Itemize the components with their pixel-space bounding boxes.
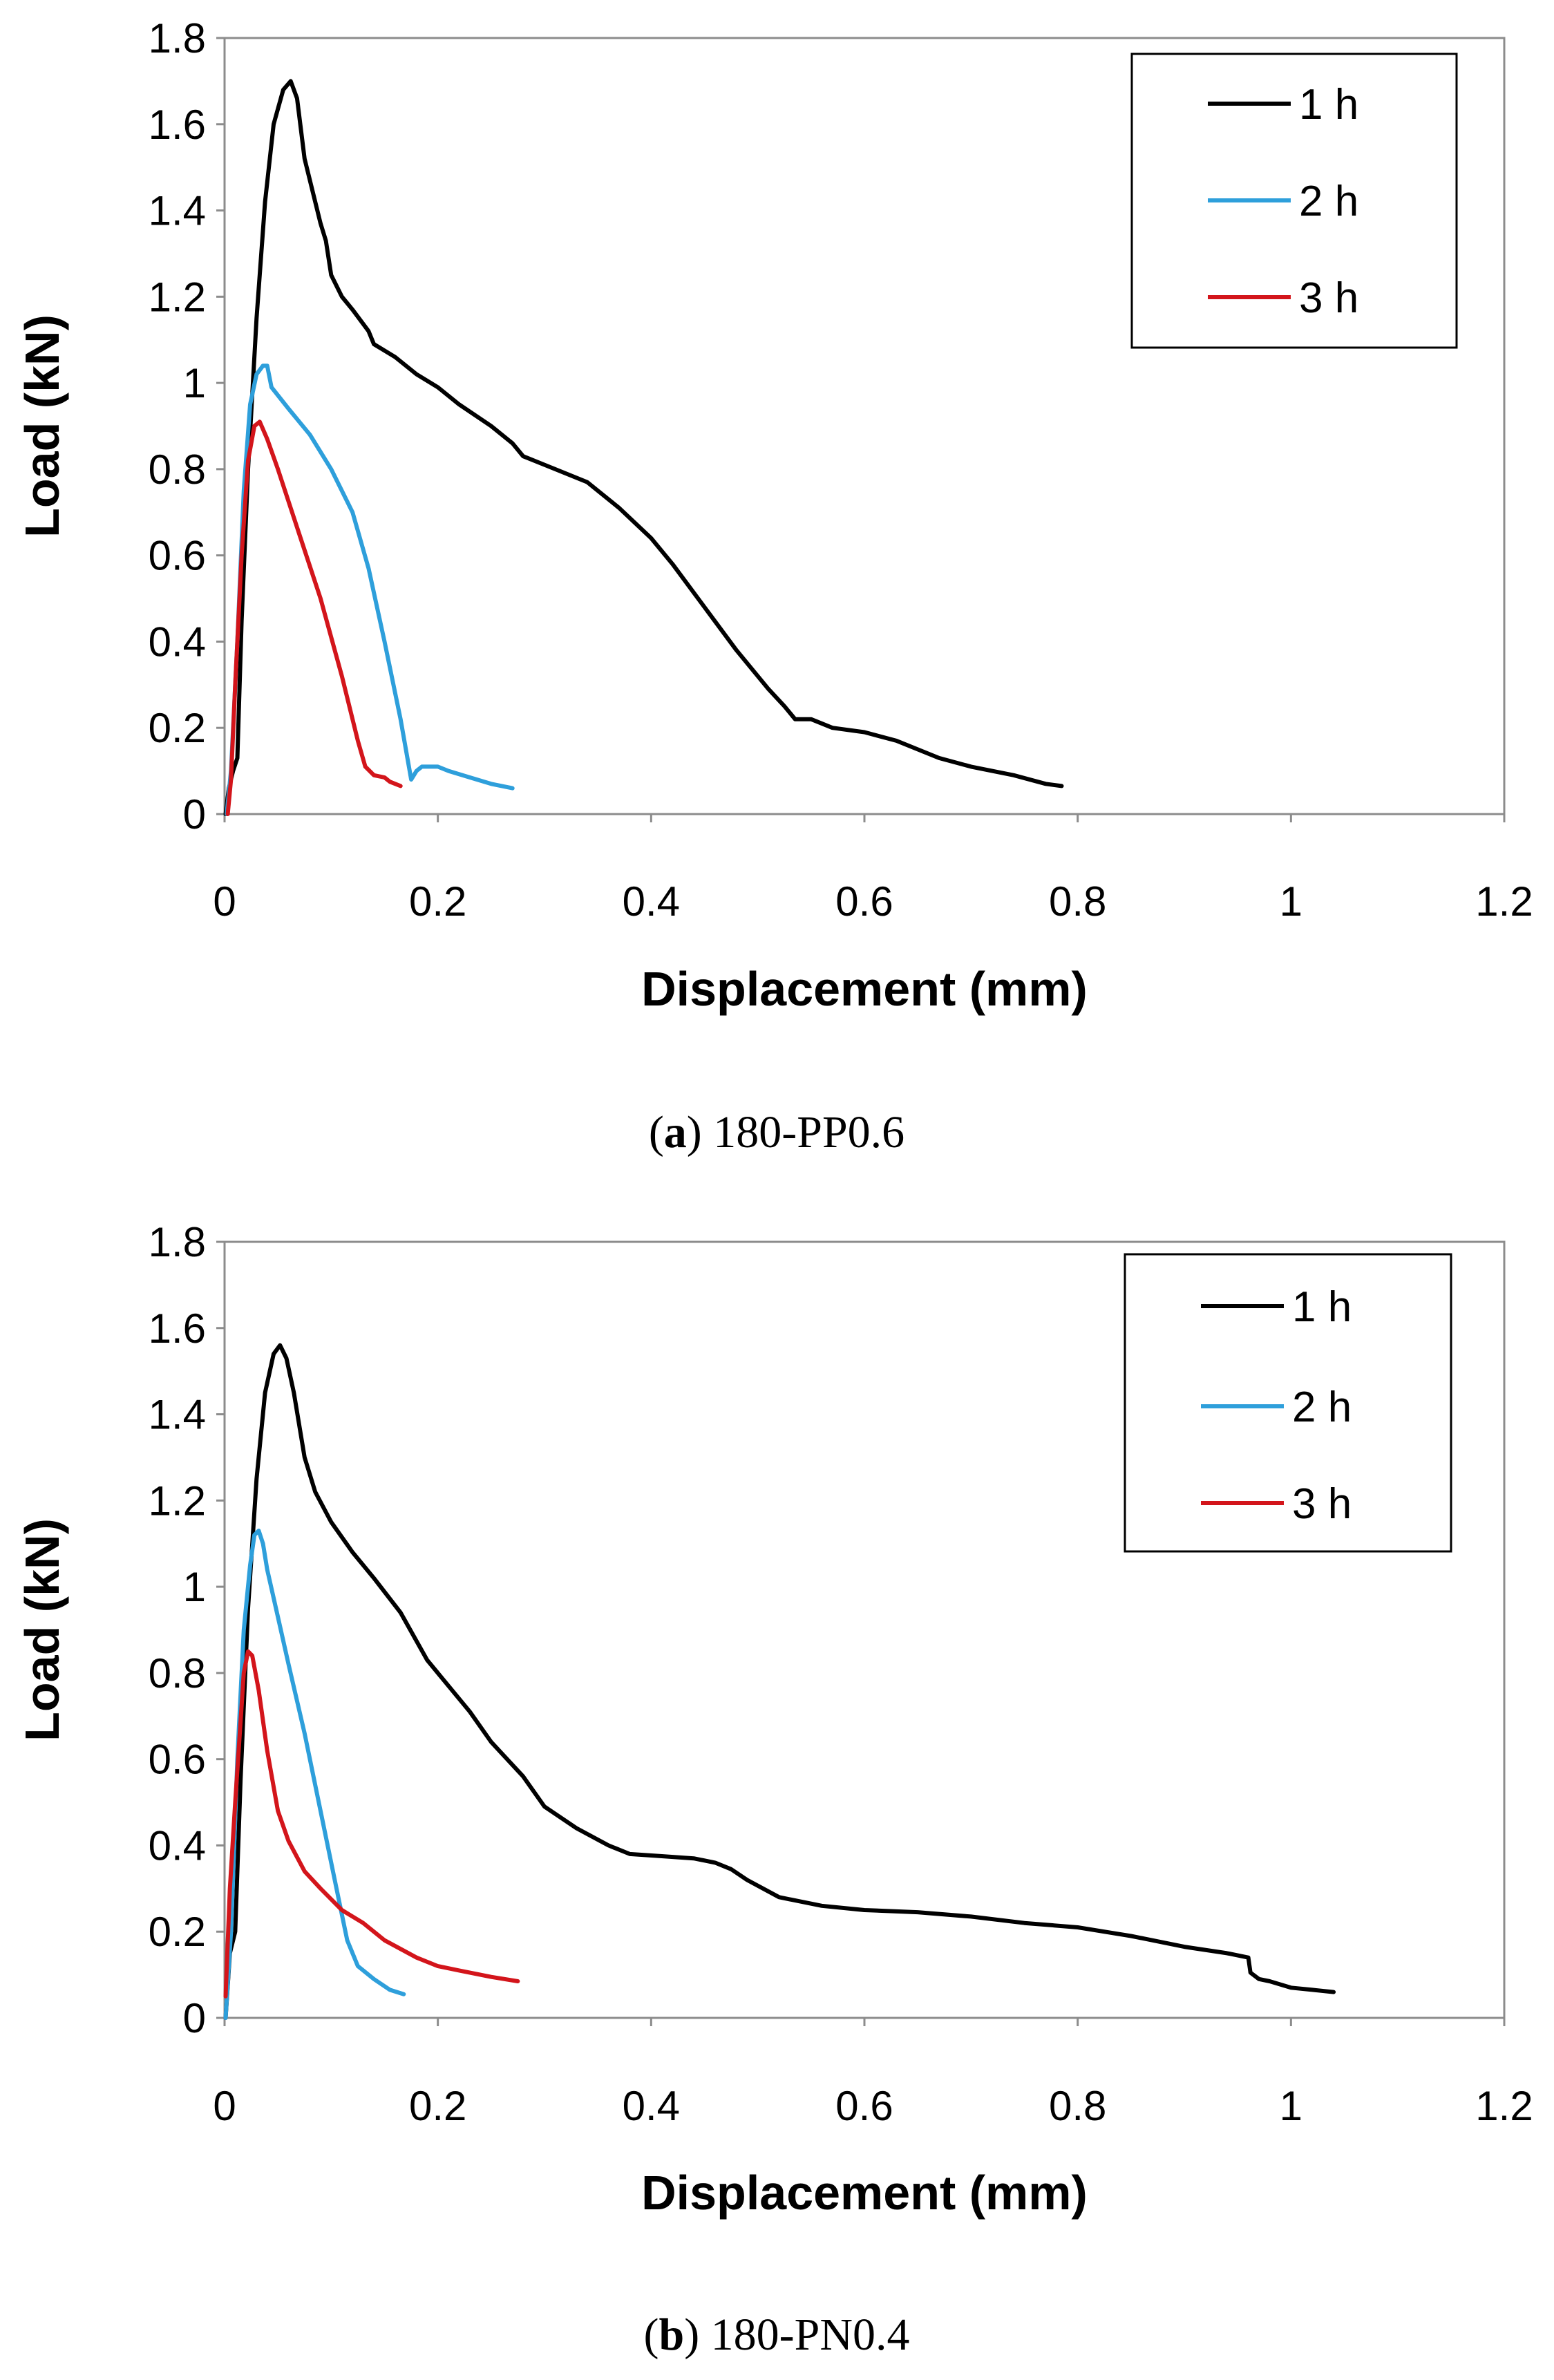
caption-part: a	[664, 1107, 687, 1158]
legend-box	[1124, 1253, 1452, 1553]
y-tick-label: 0.6	[149, 1737, 206, 1783]
y-tick-label: 0.8	[149, 446, 206, 493]
y-tick-label: 1.6	[149, 1305, 206, 1352]
panel-caption: (a) 180-PP0.6	[649, 1107, 904, 1158]
legend-label: 3 h	[1292, 1480, 1352, 1528]
y-tick-label: 1	[183, 360, 206, 406]
y-tick-label: 1	[183, 1564, 206, 1610]
x-tick-label: 0.2	[409, 878, 466, 925]
x-tick-label: 0.8	[1049, 878, 1106, 925]
y-tick-label: 0	[183, 1995, 206, 2041]
x-tick-label: 1.2	[1475, 2083, 1533, 2129]
x-tick-label: 1.2	[1475, 878, 1533, 925]
legend-label: 2 h	[1299, 178, 1358, 225]
x-tick-label: 0	[213, 2083, 236, 2129]
x-axis-title: Displacement (mm)	[641, 2166, 1088, 2220]
panel-caption: (b) 180-PN0.4	[643, 2310, 909, 2360]
legend-label: 1 h	[1299, 81, 1358, 129]
series-line-3h	[225, 419, 403, 816]
legend-label: 3 h	[1299, 274, 1358, 322]
series-line-1h	[223, 79, 1064, 816]
y-tick-label: 0.2	[149, 1909, 206, 1955]
y-tick-label: 0.2	[149, 705, 206, 751]
y-tick-label: 0.8	[149, 1650, 206, 1697]
x-tick-label: 0.6	[835, 878, 893, 925]
y-axis-title: Load (kN)	[15, 1518, 69, 1741]
y-tick-label: 0.4	[149, 618, 206, 665]
x-tick-label: 0.6	[835, 2083, 893, 2129]
x-tick-label: 0.2	[409, 2083, 466, 2129]
caption-part: b	[658, 2310, 684, 2360]
x-tick-label: 0.8	[1049, 2083, 1106, 2129]
caption-part: ) 180-PP0.6	[687, 1107, 904, 1158]
y-tick-label: 1.8	[149, 15, 206, 62]
x-tick-label: 0	[213, 878, 236, 925]
legend-label: 1 h	[1292, 1283, 1352, 1331]
chart-panel-b: 0 0.2 0.4 0.6 0.8 1 1.2 1.4 1.6 1.8 0 0.2 0.4 0.6 0.8 1…	[15, 1219, 1533, 2360]
y-tick-label: 1.2	[149, 1477, 206, 1524]
series-line-2h	[223, 1529, 406, 2020]
x-tick-label: 0.4	[623, 878, 680, 925]
y-tick-label: 1.2	[149, 274, 206, 320]
y-tick-label: 0	[183, 791, 206, 838]
y-tick-label: 1.6	[149, 102, 206, 148]
caption-part: (	[643, 2310, 658, 2360]
series-line-3h	[223, 1649, 520, 1999]
legend-box	[1130, 53, 1458, 349]
y-axis-title: Load (kN)	[15, 314, 69, 538]
series-line-1h	[223, 1343, 1336, 2020]
y-tick-label: 0.4	[149, 1822, 206, 1869]
x-tick-label: 1	[1280, 878, 1302, 925]
x-tick-label: 0.4	[623, 2083, 680, 2129]
y-tick-label: 1.4	[149, 1392, 206, 1438]
series-line-2h	[225, 363, 515, 816]
legend-label: 2 h	[1292, 1383, 1352, 1431]
y-tick-label: 0.6	[149, 533, 206, 579]
x-tick-label: 1	[1280, 2083, 1302, 2129]
x-axis-title: Displacement (mm)	[641, 962, 1088, 1016]
caption-part: (	[649, 1107, 664, 1158]
caption-part: ) 180-PN0.4	[684, 2310, 909, 2360]
y-tick-label: 1.8	[149, 1219, 206, 1265]
chart-panel-a: 0 0.2 0.4 0.6 0.8 1 1.2 1.4 1.6 1.8 0 0.2 0.4 0.6 0.8 1…	[15, 15, 1533, 1158]
y-tick-label: 1.4	[149, 188, 206, 234]
